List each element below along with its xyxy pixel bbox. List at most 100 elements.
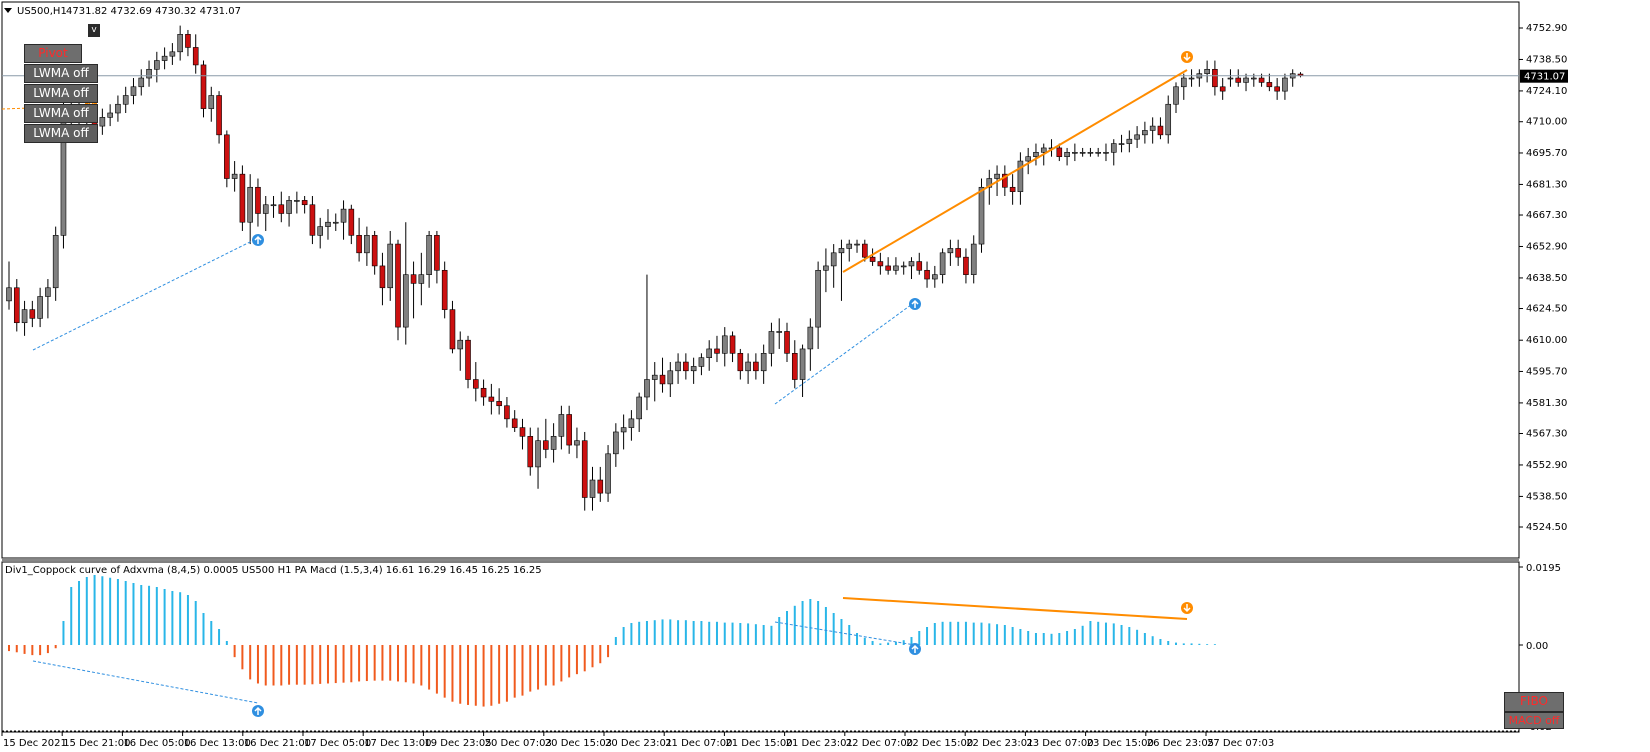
candle-body (1173, 86, 1179, 105)
candle-body (963, 256, 969, 275)
candle-body (745, 361, 751, 372)
sell-arrow-icon (1181, 602, 1193, 614)
candle-body (379, 265, 386, 289)
time-tick-label: 16 Dec 21:00 (244, 738, 311, 749)
candle-body (729, 335, 736, 354)
lwma-button-4[interactable]: LWMA off (24, 124, 98, 143)
candle-body (815, 269, 821, 328)
candle-body (581, 440, 588, 498)
fibo-button[interactable]: FIBO (1504, 692, 1564, 712)
candle-body (146, 68, 152, 79)
candle-body (255, 186, 261, 214)
time-tick-label: 20 Dec 23:01 (605, 738, 672, 749)
candle-body (434, 235, 440, 271)
candle-body (185, 34, 191, 48)
candle-body (1040, 147, 1047, 153)
main-chart-frame (1, 1, 1520, 559)
candle-body (924, 269, 930, 280)
candle-body (496, 401, 502, 407)
macd-off-button[interactable]: MACD off (1504, 712, 1564, 729)
candle-body (675, 361, 681, 372)
time-tick-label: 16 Dec 05:00 (123, 738, 190, 749)
candle-body (441, 269, 448, 310)
candle-body (239, 173, 246, 223)
candle-body (340, 208, 347, 223)
candle-body (721, 335, 728, 354)
candle-body (52, 235, 59, 289)
candle-body (683, 361, 689, 372)
time-tick-label: 26 Dec 23:05 (1147, 738, 1214, 749)
candle-body (869, 256, 876, 262)
candle-body (527, 436, 534, 468)
candle-body (597, 479, 604, 494)
candle-body (130, 86, 137, 96)
symbol-label: US500,H1 (17, 6, 67, 17)
macd-tick-label: 0.00 (1526, 641, 1548, 652)
candle-body (426, 235, 432, 275)
macd-tick-label: 0.0195 (1526, 563, 1561, 574)
candle-body (472, 379, 479, 389)
candle-body (784, 331, 790, 354)
candle-body (768, 331, 775, 354)
price-tick-label: 4595.70 (1526, 366, 1567, 377)
candle-body (877, 261, 884, 267)
sell-arrow-icon (1181, 51, 1193, 63)
time-tick-label: 19 Dec 23:05 (424, 738, 491, 749)
price-tick-label: 4681.30 (1526, 179, 1567, 190)
lwma-button-2[interactable]: LWMA off (24, 84, 98, 103)
candle-body (900, 265, 907, 268)
candle-body (535, 440, 541, 468)
price-tick-label: 4710.00 (1526, 117, 1567, 128)
collapse-triangle-icon[interactable] (4, 8, 12, 13)
candle-body (511, 418, 518, 428)
candle-body (760, 353, 767, 372)
candle-body (613, 431, 619, 455)
candle-body (1212, 68, 1218, 88)
candle-body (986, 178, 993, 188)
candle-body (1282, 77, 1288, 92)
price-tick-label: 4538.50 (1526, 491, 1567, 502)
indicator-frame (1, 561, 1520, 733)
indicator-label: Div1_Coppock curve of Adxvma (8,4,5) 0.0… (5, 565, 542, 576)
candle-body (1149, 125, 1156, 131)
candle-body (402, 274, 409, 328)
toggle-button[interactable]: v (88, 24, 100, 37)
candle-body (1219, 86, 1226, 92)
price-tick-label: 4624.50 (1526, 304, 1567, 315)
candle-body (1165, 103, 1172, 136)
candle-body (449, 309, 456, 350)
candle-body (99, 117, 106, 127)
candle-body (488, 396, 495, 402)
candle-body (1103, 152, 1109, 154)
candle-body (1180, 77, 1187, 88)
candle-body (208, 95, 215, 109)
candle-body (908, 261, 915, 267)
lwma-button-1[interactable]: LWMA off (24, 64, 98, 83)
lwma-button-3[interactable]: LWMA off (24, 104, 98, 123)
candle-body (161, 55, 168, 61)
candle-body (6, 287, 12, 302)
current-price-box (1520, 69, 1568, 83)
candle-body (309, 204, 316, 236)
candle-body (332, 221, 339, 224)
candle-body (994, 173, 1000, 179)
candle-body (947, 248, 954, 254)
candle-body (270, 204, 277, 207)
candle-body (955, 248, 961, 258)
candle-body (698, 357, 705, 367)
candle-body (278, 204, 285, 214)
candle-body (1126, 138, 1133, 144)
candle-body (970, 243, 977, 275)
candle-body (558, 414, 565, 437)
candle-body (410, 274, 417, 284)
candle-body (465, 339, 471, 380)
candle-body (294, 200, 300, 202)
candle-body (169, 51, 176, 57)
pivot-button[interactable]: Pivot (24, 44, 82, 63)
candle-body (1142, 130, 1148, 136)
candle-body (37, 296, 43, 319)
candle-body (371, 235, 378, 267)
candle-body (659, 374, 666, 385)
